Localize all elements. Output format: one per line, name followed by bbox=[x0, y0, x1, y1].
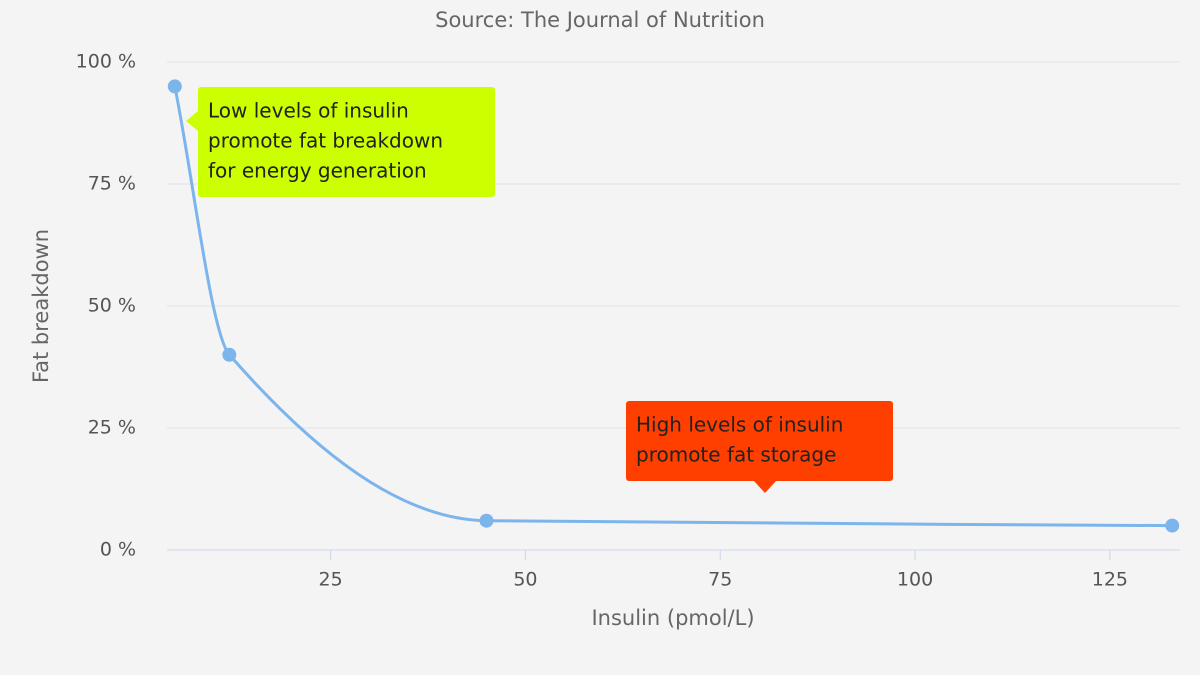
x-tick-label: 50 bbox=[513, 569, 537, 591]
y-tick-label: 0 % bbox=[100, 539, 136, 561]
annotation-box bbox=[198, 87, 495, 197]
y-axis-title: Fat breakdown bbox=[29, 229, 53, 383]
x-tick-label: 100 bbox=[897, 569, 933, 591]
data-point bbox=[1165, 518, 1180, 533]
x-tick-label: 125 bbox=[1092, 569, 1128, 591]
annotation-text: Low levels of insulin bbox=[208, 99, 409, 123]
x-axis-title: Insulin (pmol/L) bbox=[591, 606, 754, 630]
data-point bbox=[479, 513, 494, 528]
annotation-text: promote fat breakdown bbox=[208, 129, 443, 153]
x-tick-label: 75 bbox=[708, 569, 732, 591]
annotation-pointer bbox=[186, 111, 198, 131]
y-tick-label: 25 % bbox=[88, 417, 136, 439]
annotation: High levels of insulin promote fat storag… bbox=[626, 401, 893, 493]
annotation-box bbox=[626, 401, 893, 481]
y-tick-label: 75 % bbox=[88, 173, 136, 195]
y-tick-label: 100 % bbox=[76, 51, 136, 73]
annotation-text: High levels of insulin bbox=[636, 413, 843, 437]
annotation-pointer bbox=[754, 481, 776, 493]
annotation-text: promote fat storage bbox=[636, 443, 836, 467]
y-tick-label: 50 % bbox=[88, 295, 136, 317]
chart-subtitle: Source: The Journal of Nutrition bbox=[435, 8, 765, 32]
data-point bbox=[167, 79, 182, 94]
data-line bbox=[173, 86, 1173, 528]
x-tick-label: 25 bbox=[319, 569, 343, 591]
annotation-text: for energy generation bbox=[208, 159, 427, 183]
annotation: Low levels of insulin promote fat breakdo… bbox=[186, 87, 495, 197]
data-point bbox=[222, 347, 237, 362]
